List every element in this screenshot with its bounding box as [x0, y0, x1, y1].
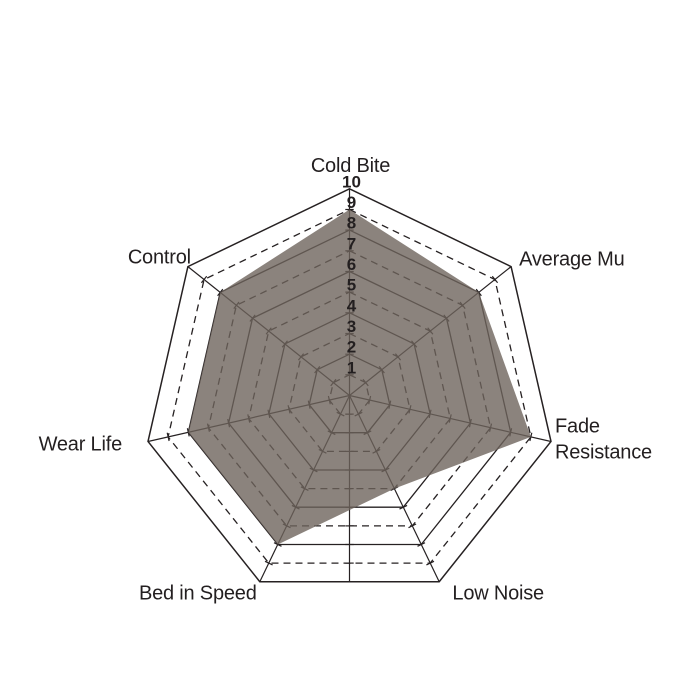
- ring-tick: [264, 560, 273, 566]
- axis-label-line-fade: Fade: [555, 416, 600, 438]
- ring-tick: [166, 432, 170, 442]
- scale-number-5: 5: [347, 276, 356, 295]
- ring-tick: [491, 275, 499, 284]
- scale-number-2: 2: [347, 338, 356, 357]
- axis-label-control: Control: [128, 247, 191, 269]
- ring-tick: [399, 504, 408, 510]
- scale-number-4: 4: [347, 296, 357, 315]
- axis-label-low-noise: Low Noise: [452, 583, 544, 605]
- ring-tick: [417, 542, 426, 547]
- axis-label-cold-bite: Cold Bite: [311, 155, 390, 177]
- ring-tick: [186, 428, 190, 437]
- scale-number-7: 7: [347, 234, 356, 253]
- scale-number-1: 1: [347, 358, 356, 377]
- data-polygon: [188, 209, 531, 545]
- scale-number-6: 6: [347, 255, 356, 274]
- ring-tick: [273, 542, 282, 547]
- axis-label-bed-in-speed: Bed in Speed: [139, 583, 257, 605]
- scale-number-3: 3: [347, 317, 356, 336]
- axis-label-average-mu: Average Mu: [519, 249, 624, 271]
- scale-number-10: 10: [342, 172, 361, 191]
- axis-label-wear-life: Wear Life: [39, 434, 123, 456]
- axis-label-line-resistance: Resistance: [555, 442, 652, 464]
- ring-tick: [408, 523, 417, 529]
- axis-label-fade-resistance: Fade Resistance: [555, 416, 652, 464]
- ring-tick: [200, 275, 208, 284]
- scale-number-9: 9: [347, 193, 356, 212]
- ring-tick: [426, 560, 435, 566]
- scale-number-8: 8: [347, 214, 356, 233]
